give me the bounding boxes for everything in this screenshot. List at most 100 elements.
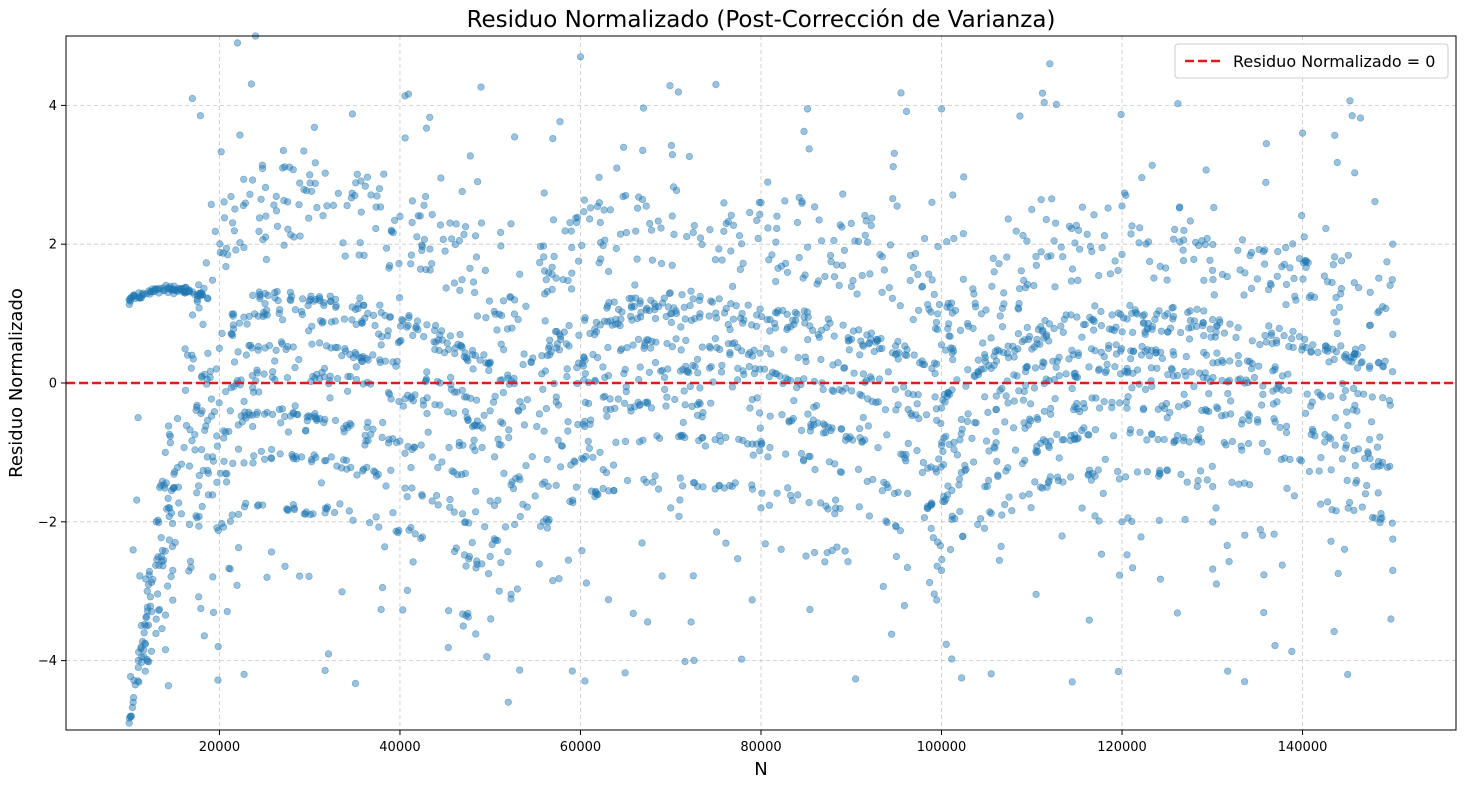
scatter-point — [657, 367, 665, 375]
scatter-point — [1248, 337, 1256, 345]
scatter-point — [667, 318, 676, 327]
scatter-point — [641, 339, 649, 347]
scatter-point — [161, 448, 169, 457]
scatter-point — [1338, 455, 1346, 463]
scatter-point — [516, 270, 524, 278]
scatter-point — [213, 524, 221, 532]
scatter-point — [874, 398, 882, 406]
scatter-point — [134, 663, 142, 672]
scatter-point — [151, 285, 159, 294]
scatter-point — [473, 417, 482, 425]
scatter-point — [272, 192, 280, 200]
scatter-point — [576, 53, 585, 61]
scatter-point — [1010, 397, 1018, 405]
scatter-point — [1128, 222, 1136, 230]
scatter-point — [394, 528, 402, 537]
scatter-point — [643, 618, 652, 626]
scatter-point — [928, 276, 936, 284]
scatter-point — [640, 344, 648, 352]
scatter-point — [880, 266, 889, 274]
scatter-point — [268, 373, 277, 381]
scatter-point — [574, 257, 583, 265]
scatter-point — [1011, 347, 1019, 355]
legend-entry: Residuo Normalizado = 0 — [1233, 52, 1435, 71]
scatter-point — [302, 187, 311, 195]
scatter-point — [1298, 129, 1307, 137]
scatter-point — [341, 252, 349, 260]
scatter-point — [793, 218, 802, 227]
scatter-point — [319, 212, 327, 220]
scatter-point — [666, 289, 674, 297]
scatter-point — [1354, 390, 1362, 398]
scatter-point — [536, 242, 545, 250]
scatter-point — [414, 212, 422, 220]
scatter-point — [408, 445, 416, 454]
scatter-point — [851, 237, 859, 245]
scatter-point — [543, 524, 552, 532]
scatter-point — [1076, 408, 1084, 416]
scatter-point — [959, 275, 968, 283]
scatter-point — [743, 440, 752, 448]
scatter-point — [1224, 390, 1232, 398]
scatter-point — [909, 263, 918, 272]
scatter-point — [306, 511, 314, 519]
scatter-point — [220, 434, 228, 442]
scatter-point — [1065, 222, 1074, 230]
scatter-point — [1023, 280, 1032, 289]
scatter-point — [265, 341, 274, 350]
scatter-point — [957, 415, 966, 424]
scatter-point — [1005, 493, 1013, 501]
scatter-point — [1033, 340, 1041, 348]
scatter-point — [305, 214, 313, 222]
scatter-point — [1163, 414, 1171, 422]
scatter-point — [401, 92, 409, 100]
scatter-point — [658, 299, 667, 307]
scatter-point — [471, 232, 480, 240]
scatter-point — [240, 175, 248, 183]
scatter-point — [433, 492, 441, 500]
scatter-point — [202, 259, 210, 267]
scatter-point — [948, 344, 957, 352]
x-tick-label: 140000 — [1278, 740, 1328, 755]
scatter-point — [510, 296, 519, 304]
scatter-point — [464, 613, 472, 621]
scatter-point — [670, 230, 678, 238]
scatter-point — [249, 384, 257, 392]
scatter-point — [937, 105, 946, 113]
scatter-point — [1246, 252, 1254, 260]
scatter-point — [728, 383, 737, 391]
scatter-point — [1350, 506, 1358, 515]
scatter-point — [372, 203, 380, 211]
scatter-point — [997, 542, 1005, 551]
scatter-point — [575, 331, 583, 339]
scatter-point — [676, 496, 684, 504]
scatter-point — [280, 241, 288, 249]
scatter-point — [491, 392, 499, 401]
scatter-point — [1088, 470, 1097, 478]
scatter-point — [1286, 264, 1294, 272]
scatter-point — [942, 640, 950, 648]
scatter-point — [414, 326, 422, 334]
scatter-point — [232, 246, 240, 254]
scatter-point — [1023, 362, 1031, 371]
scatter-point — [1066, 473, 1075, 481]
scatter-point — [564, 427, 572, 435]
scatter-point — [418, 246, 426, 254]
scatter-point — [1019, 231, 1027, 240]
scatter-point — [1083, 230, 1091, 238]
scatter-point — [1085, 431, 1093, 439]
scatter-point — [914, 306, 923, 314]
scatter-point — [771, 370, 779, 378]
scatter-point — [875, 375, 884, 383]
scatter-point — [657, 224, 665, 232]
scatter-point — [223, 607, 231, 616]
scatter-point — [417, 534, 425, 543]
scatter-point — [1334, 569, 1342, 578]
scatter-point — [1108, 398, 1116, 407]
scatter-point — [1378, 458, 1387, 466]
scatter-point — [516, 512, 524, 521]
scatter-point — [599, 485, 607, 493]
scatter-point — [1004, 354, 1013, 362]
scatter-point — [716, 437, 725, 445]
scatter-point — [142, 613, 150, 622]
